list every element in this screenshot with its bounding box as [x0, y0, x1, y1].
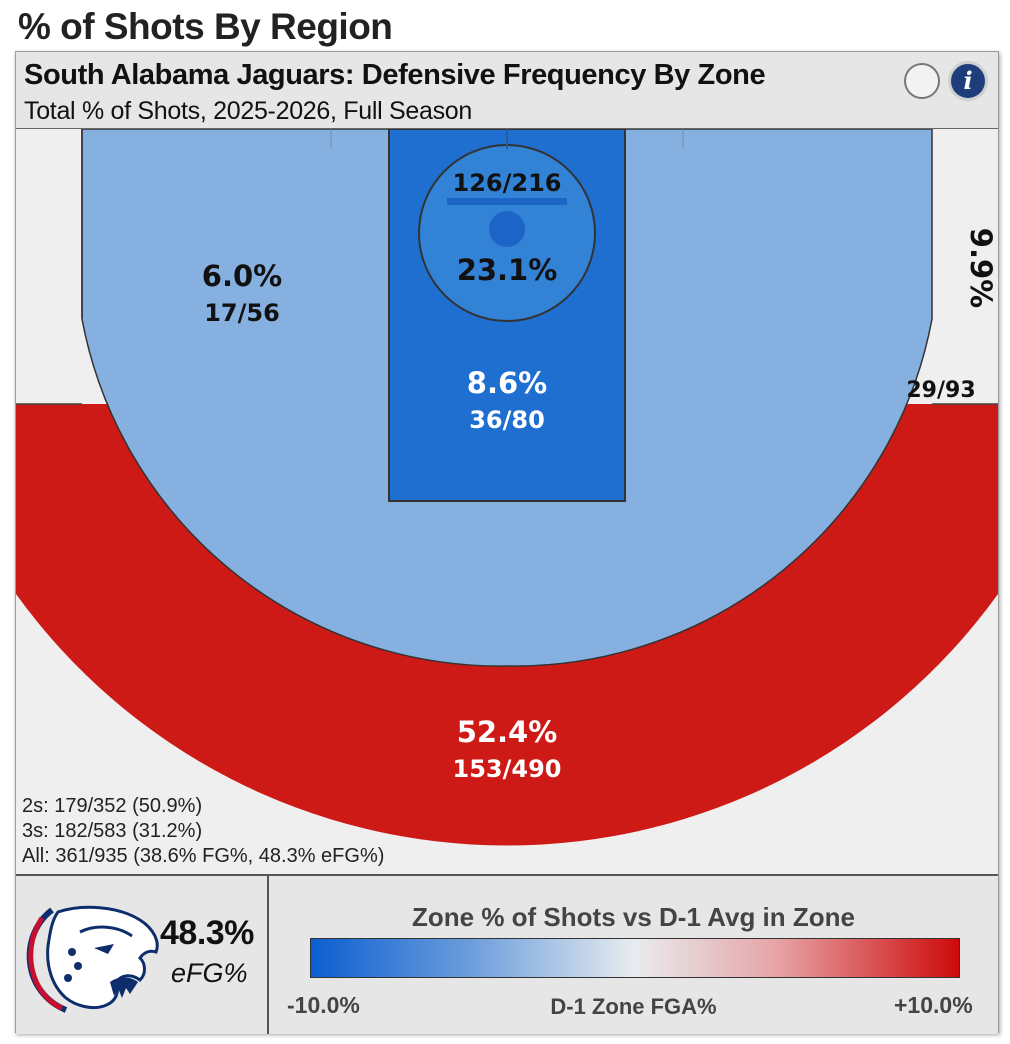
efg-value: 48.3% [160, 914, 254, 952]
legend-title: Zone % of Shots vs D-1 Avg in Zone [412, 902, 855, 932]
summary-panel: 48.3% eFG% Zone % of Shots vs D-1 Avg in… [16, 874, 998, 1034]
card-header: South Alabama Jaguars: Defensive Frequen… [16, 52, 998, 129]
rim-pct: 23.1% [457, 253, 558, 287]
shot-court: 126/216 23.1% 8.6% 36/80 6.0% 17/56 9.9%… [16, 129, 998, 874]
twos-total: 2s: 179/352 (50.9%) [22, 795, 203, 817]
mid-range-pct: 6.0% [202, 259, 282, 293]
legend-min-label: -10.0% [287, 992, 360, 1018]
threes-total: 3s: 182/583 (31.2%) [22, 820, 203, 842]
paint-made-att: 36/80 [469, 406, 545, 434]
toggle-circle-button[interactable] [904, 63, 940, 99]
legend-color-scale [310, 938, 960, 978]
corner-3-made-att: 29/93 [906, 378, 975, 403]
card-subtitle: Total % of Shots, 2025-2026, Full Season [24, 97, 473, 125]
corner-3-pct: 9.9% [964, 228, 998, 308]
above-break-3-pct: 52.4% [457, 715, 558, 749]
backboard [447, 198, 567, 205]
shot-chart-card: South Alabama Jaguars: Defensive Frequen… [15, 51, 999, 1034]
efg-label: eFG% [171, 958, 248, 988]
legend-mid-label: D-1 Zone FGA% [550, 994, 717, 1019]
legend-max-label: +10.0% [894, 992, 973, 1018]
above-break-3-made-att: 153/490 [453, 755, 562, 783]
page-title: % of Shots By Region [18, 6, 393, 47]
rim-made-att: 126/216 [453, 169, 562, 197]
paint-pct: 8.6% [467, 366, 547, 400]
mid-range-made-att: 17/56 [204, 299, 280, 327]
all-total: All: 361/935 (38.6% FG%, 48.3% eFG%) [22, 845, 385, 867]
card-title: South Alabama Jaguars: Defensive Frequen… [24, 59, 766, 91]
shot-totals: 2s: 179/352 (50.9%) 3s: 182/583 (31.2%) … [22, 794, 384, 869]
rim [489, 211, 525, 247]
info-icon[interactable]: i [948, 61, 988, 101]
south-alabama-jaguar-logo [26, 905, 159, 1013]
panel-divider [267, 876, 269, 1034]
